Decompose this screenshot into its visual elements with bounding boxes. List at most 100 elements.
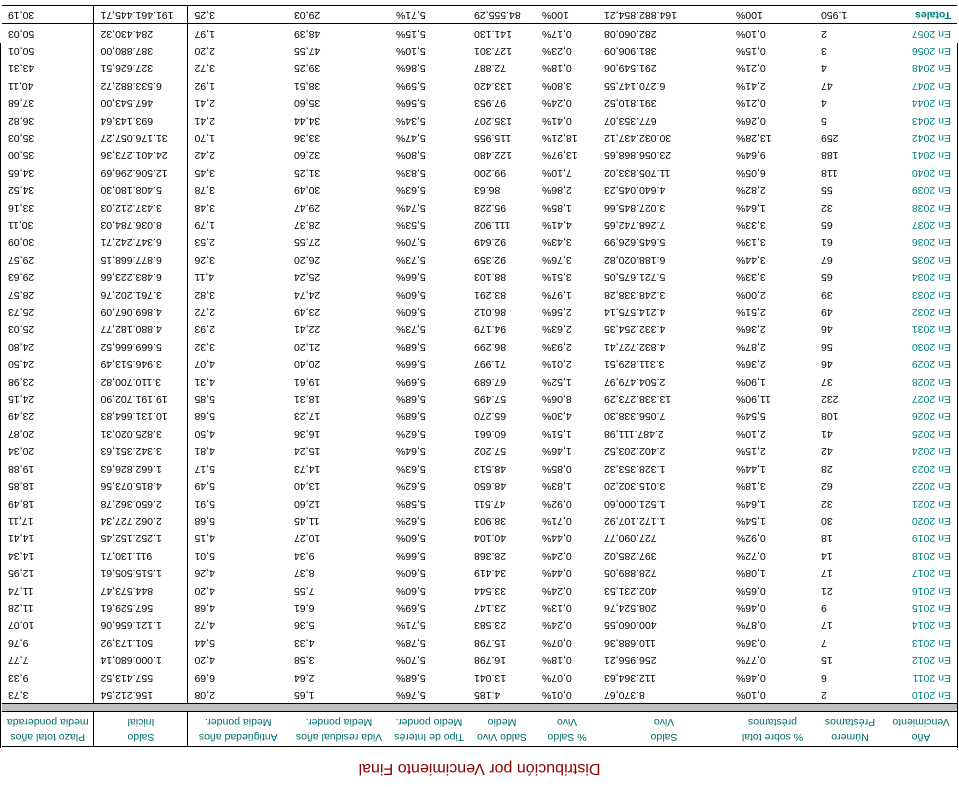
table-row: En 2041 188 9,64% 23.056.868,65 13,97% 122.48…	[2, 146, 957, 164]
cell-residual-life: 12,60	[294, 497, 321, 510]
cell-pct-count: 0,10%	[736, 27, 766, 40]
table-row: En 2038 32 1,64% 3.027.845,66 1,85% 95.228 5,7…	[2, 198, 957, 216]
cell-year: En 2029	[911, 358, 951, 371]
cell-pct-count: 2,51%	[736, 306, 766, 319]
cell-initial-balance: 3.825.020,31	[94, 424, 188, 442]
cell-avg-balance: 33.544	[474, 584, 507, 597]
cell-pct-count: 0,72%	[736, 549, 766, 562]
cell-rate: 5,74%	[396, 201, 426, 214]
cell-age: 6,69	[194, 671, 215, 684]
cell-initial-balance: 567.529,61	[94, 598, 188, 616]
cell-count: 41	[821, 427, 833, 440]
cell-rate: 5,34%	[396, 114, 426, 127]
cell-rate: 5,68%	[396, 393, 426, 406]
cell-balance: 110.688,36	[604, 636, 656, 649]
cell-rate: 5,66%	[396, 549, 426, 562]
cell-avg-balance: 23.583	[474, 619, 507, 632]
cell-pct-balance: 3,51%	[542, 271, 572, 284]
cell-residual-life: 7,55	[294, 584, 315, 597]
table-row: En 2017 17 1,08% 728.889,05 0,44% 34.419 5,60%…	[2, 563, 957, 582]
cell-residual-life: 35,60	[294, 97, 321, 110]
table-row: En 2011 6 0,46% 112.364,63 0,07% 13.041 5,68% 2…	[2, 668, 957, 686]
cell-pct-balance: 0,41%	[542, 114, 572, 127]
cell-avg-balance: 86.63	[474, 184, 501, 197]
cell-age: 4,68	[194, 601, 215, 614]
cell-age: 4,15	[194, 532, 215, 545]
cell-age: 1,79	[194, 219, 215, 232]
cell-initial-balance: 693.143,64	[94, 111, 188, 129]
cell-avg-balance: 72.887	[474, 62, 507, 75]
cell-count: 65	[821, 219, 833, 232]
cell-balance: 5.721.675,05	[604, 271, 666, 284]
cell-initial-balance: 6.347.242,71	[94, 233, 188, 251]
cell-balance: 4.214.575,14	[604, 306, 666, 319]
cell-balance: 291.549,06	[604, 62, 657, 75]
cell-avg-balance: 60.661	[474, 427, 507, 440]
cell-year: En 2047	[911, 79, 951, 92]
cell-pct-balance: 2,01%	[542, 358, 572, 371]
cell-rate: 5,70%	[396, 654, 426, 667]
cell-term: 24,15	[2, 389, 94, 408]
table-row: En 2037 65 3,33% 7.268.742,65 4,41% 111.902 5,…	[2, 215, 957, 234]
header-year: Año	[911, 731, 931, 743]
cell-term: 37,68	[2, 93, 94, 112]
cell-avg-balance: 65.270	[474, 410, 507, 423]
cell-pct-count: 1,90%	[736, 375, 766, 388]
cell-pct-balance: 3,80%	[542, 79, 572, 92]
cell-balance: 112.364,63	[604, 671, 656, 684]
cell-initial-balance: 327.626,51	[94, 58, 188, 77]
cell-year: En 2018	[911, 549, 951, 562]
cell-balance: 282.060,08	[604, 27, 657, 40]
header-pct-count: % sobre total	[741, 731, 804, 743]
cell-pct-count: 2,41%	[736, 79, 766, 92]
cell-term: 50,03	[2, 23, 94, 42]
cell-initial-balance: 3.437.212,03	[94, 198, 188, 216]
cell-pct-count: 2,36%	[736, 358, 766, 371]
cell-term: 30,11	[2, 215, 94, 234]
cell-term: 28,57	[2, 285, 94, 303]
cell-rate: 5,80%	[396, 149, 426, 162]
cell-rate: 5,71%	[396, 619, 426, 632]
cell-rate: 5,66%	[396, 271, 426, 284]
cell-pct-count: 3,13%	[736, 236, 766, 249]
cell-balance: 3.027.845,66	[604, 201, 666, 214]
cell-term: 35,00	[2, 146, 94, 164]
cell-avg-balance: 38.903	[474, 514, 507, 527]
cell-year: En 2016	[911, 584, 951, 597]
table-row: En 2057 2 0,10% 282.060,08 0,17% 141.130 5,15%…	[2, 23, 957, 42]
cell-count: 15	[821, 654, 833, 667]
cell-rate: 5,15%	[396, 27, 426, 40]
cell-pct-balance: 2,56%	[542, 306, 572, 319]
cell-avg-balance: 111.902	[474, 219, 511, 232]
header-balance: Vivo	[598, 711, 730, 729]
total-age: 3,25	[188, 5, 288, 24]
header-residual-life: Media ponder.	[288, 711, 390, 729]
table-row: En 2016 21 0,65% 402.231,53 0,24% 33.544 5,60%…	[2, 581, 957, 599]
cell-year: En 2057	[911, 27, 951, 40]
cell-residual-life: 21,20	[294, 340, 321, 353]
cell-avg-balance: 86.012	[474, 306, 507, 319]
cell-year: En 2048	[911, 62, 951, 75]
header-avg-balance: Medio	[468, 711, 536, 729]
header-age: Antigüedad años	[198, 731, 278, 743]
cell-count: 259	[821, 132, 839, 144]
cell-initial-balance: 1.515.505,61	[94, 563, 188, 582]
table-row: En 2031 46 2,36% 4.332.254,35 2,63% 94.179 5,7…	[2, 320, 957, 338]
cell-initial-balance: 911.130,71	[94, 546, 188, 564]
cell-residual-life: 18,31	[294, 393, 321, 406]
cell-count: 108	[821, 410, 839, 423]
cell-avg-balance: 141.130	[474, 27, 512, 40]
cell-avg-balance: 28.368	[474, 549, 507, 562]
cell-pct-count: 3,44%	[736, 253, 766, 266]
cell-residual-life: 24,74	[294, 288, 321, 301]
cell-pct-count: 6,05%	[736, 166, 766, 179]
cell-initial-balance: 1.252.152,45	[94, 528, 188, 547]
cell-term: 20,34	[2, 441, 94, 460]
cell-balance: 11.705.833,02	[604, 166, 671, 179]
cell-balance: 2.504.479,97	[604, 375, 666, 388]
cell-year: En 2039	[911, 184, 951, 197]
cell-residual-life: 25,24	[294, 271, 321, 284]
cell-initial-balance: 501.173,92	[94, 633, 188, 651]
cell-avg-balance: 57.495	[474, 393, 507, 406]
cell-year: En 2038	[911, 201, 951, 214]
